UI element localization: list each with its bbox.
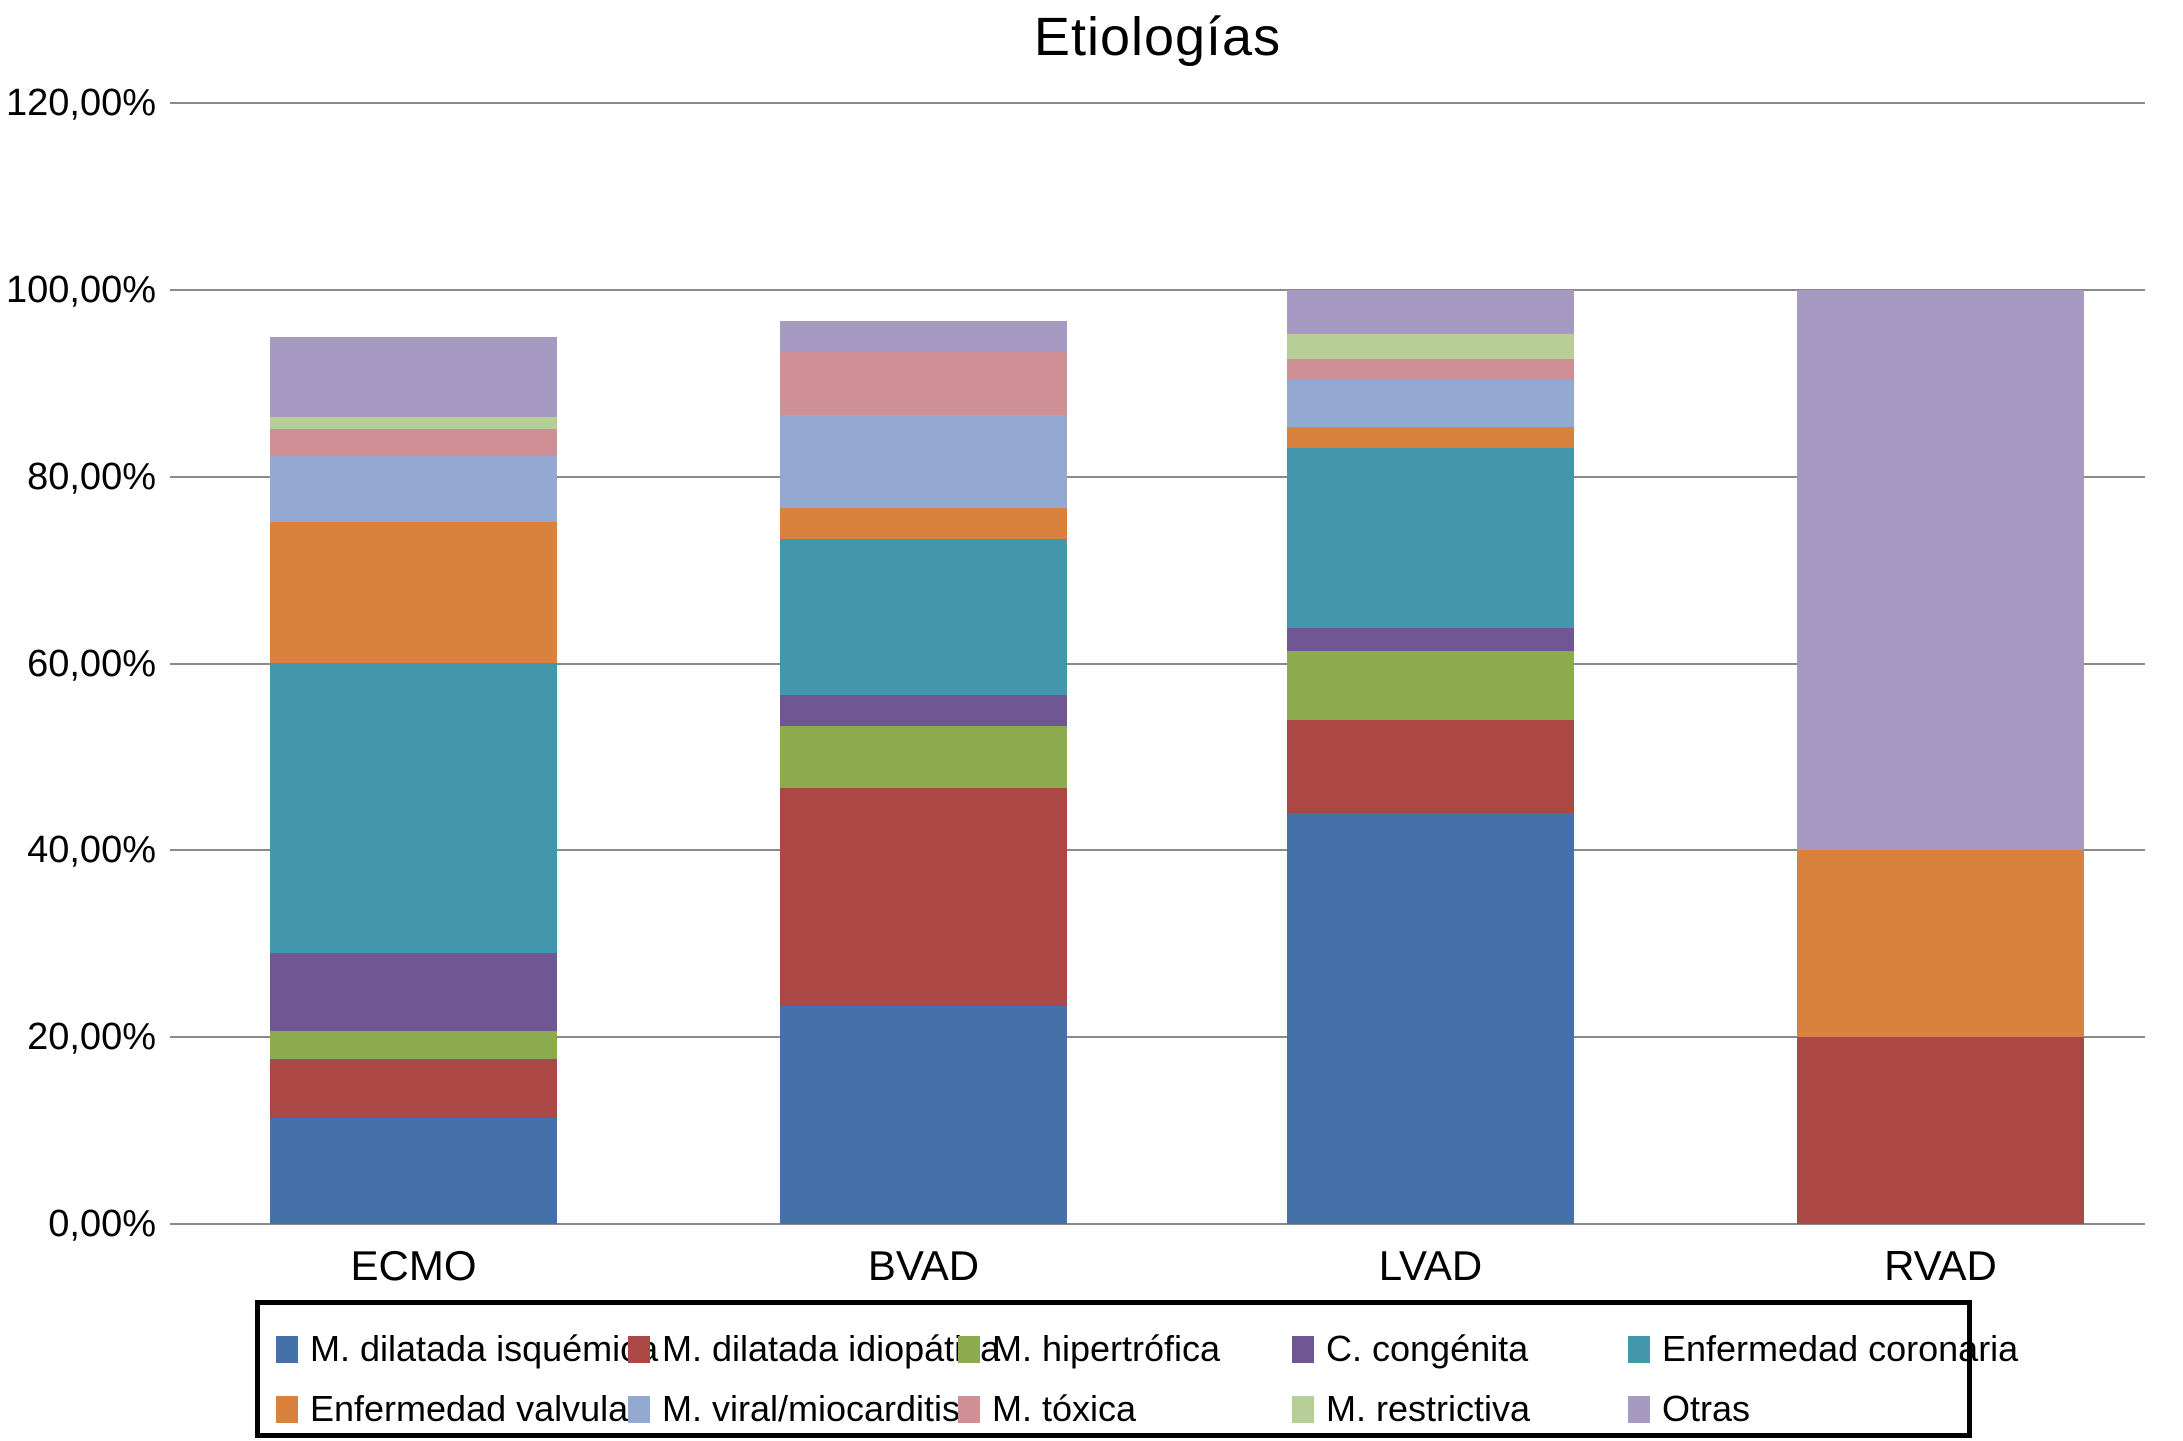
legend-label: M. dilatada idiopática [662,1328,1001,1369]
gridline [170,1036,2145,1039]
legend-swatch [1628,1335,1650,1363]
legend-label: Enfermedad coronaria [1662,1328,2019,1369]
legend-label: M. dilatada isquémica [310,1328,659,1369]
legend-item: M. dilatada idiopática [628,1319,1000,1379]
bar-segment-LVAD [1287,651,1574,720]
legend-item: M. tóxica [958,1379,1292,1439]
legend-label: M. tóxica [992,1388,1137,1429]
bar-segment-RVAD [1797,1037,2084,1224]
bar-segment-ECMO [270,456,557,522]
bar-segment-LVAD [1287,380,1574,428]
legend-swatch [1292,1395,1314,1423]
legend-label: M. hipertrófica [992,1328,1221,1369]
y-tick-label: 80,00% [27,455,156,498]
legend-item: M. viral/miocarditis [628,1379,961,1439]
legend-item: Otras [1628,1379,2018,1439]
x-category-label: RVAD [1884,1242,1997,1289]
y-tick-label: 0,00% [48,1203,156,1245]
legend-label: Otras [1662,1388,1751,1429]
bar-segment-ECMO [270,1058,557,1118]
legend-item: C. congénita [1292,1319,1628,1379]
legend-swatch [1292,1335,1314,1363]
legend-swatch [276,1335,298,1363]
bar-segment-LVAD [1287,719,1574,813]
gridline [170,102,2145,104]
x-category-label: BVAD [867,1242,980,1289]
legend-label: M. viral/miocarditis [662,1388,961,1429]
legend-item: Enfermedad coronaria [1628,1319,2018,1379]
legend-swatch [628,1395,650,1423]
y-tick-label: 20,00% [27,1016,156,1059]
bar-BVAD [780,321,1067,1224]
bar-segment-BVAD [780,725,1067,789]
x-category-label: LVAD [1378,1242,1483,1289]
bar-segment-ECMO [270,1117,557,1224]
bar-segment-BVAD [780,539,1067,695]
bar-segment-ECMO [270,336,557,417]
bar-segment-BVAD [780,1006,1067,1224]
legend-swatch [958,1335,980,1363]
bar-segment-ECMO [270,521,557,663]
legend-swatch [1628,1395,1650,1423]
bar-segment-RVAD [1797,289,2084,851]
legend-label: M. restrictiva [1326,1388,1531,1429]
gridline [170,475,2145,478]
bar-segment-BVAD [780,694,1067,726]
bar-segment-ECMO [270,429,557,457]
bar-LVAD [1287,289,1574,1224]
gridline [170,662,2145,665]
x-category-label: ECMO [350,1242,477,1289]
gridline [170,288,2145,291]
bar-segment-BVAD [780,414,1067,508]
bar-RVAD [1797,289,2084,1224]
legend-swatch [958,1395,980,1423]
legend-label: Enfermedad valvular [310,1388,641,1429]
legend: M. dilatada isquémica M. dilatada idiopát… [255,1300,2018,1439]
bar-segment-BVAD [780,352,1067,415]
legend-item: Enfermedad valvular [276,1379,640,1439]
bar-ECMO [270,336,557,1224]
bar-segment-LVAD [1287,359,1574,381]
bar-segment-BVAD [780,788,1067,1007]
legend-item: M. hipertrófica [958,1319,1292,1379]
legend-label: C. congénita [1326,1328,1529,1369]
bar-segment-ECMO [270,953,557,1031]
bar-segment-ECMO [270,662,557,954]
bar-segment-LVAD [1287,289,1574,334]
bar-segment-RVAD [1797,850,2084,1038]
legend-item: M. dilatada isquémica [276,1319,658,1379]
legend-item: M. restrictiva [1292,1379,1628,1439]
legend-swatch [628,1335,650,1363]
gridline [170,849,2145,852]
legend-swatch [276,1395,298,1423]
bar-segment-LVAD [1287,447,1574,629]
gridline [170,1223,2145,1225]
bar-segment-LVAD [1287,628,1574,652]
y-tick-label: 40,00% [27,829,156,872]
bar-segment-LVAD [1287,333,1574,359]
y-tick-label: 100,00% [5,268,156,311]
y-tick-label: 120,00% [5,82,156,124]
bar-segment-ECMO [270,416,557,430]
bar-segment-BVAD [780,321,1067,353]
bar-segment-LVAD [1287,427,1574,448]
bar-segment-BVAD [780,507,1067,539]
bar-segment-ECMO [270,1030,557,1059]
chart-title: Etiologías [1033,7,1282,67]
y-tick-label: 60,00% [27,642,156,685]
bar-segment-LVAD [1287,812,1574,1224]
